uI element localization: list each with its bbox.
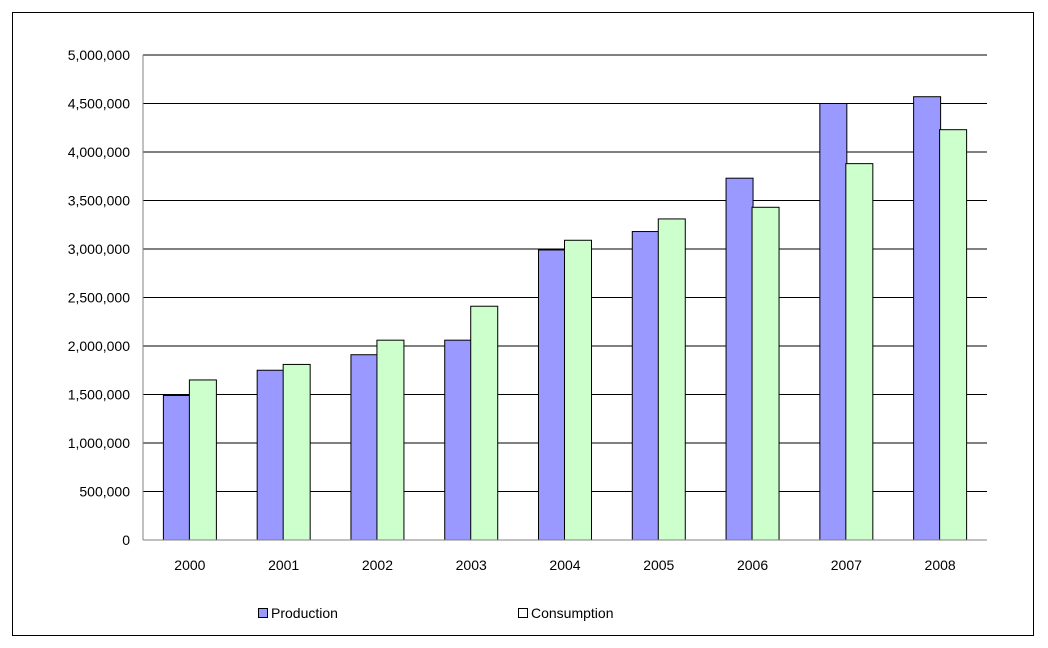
x-tick-label: 2002 [362, 557, 393, 573]
bar-consumption-2008 [939, 129, 968, 541]
bar-production-2004 [538, 249, 566, 541]
y-tick-label: 3,000,000 [68, 241, 130, 257]
bar-production-2008 [913, 96, 942, 541]
y-tick-label: 2,000,000 [68, 338, 130, 354]
bar-consumption-2003 [470, 305, 499, 541]
bars [162, 96, 968, 541]
x-tick-label: 2006 [737, 557, 768, 573]
y-tick-label: 4,000,000 [68, 144, 130, 160]
bar-consumption-2005 [657, 218, 686, 541]
y-axis-tick-labels: 0 500,000 1,000,000 1,500,000 2,000,000 2,500… [68, 47, 131, 548]
bar-production-2002 [350, 354, 379, 541]
bar-consumption-2006 [751, 206, 780, 541]
legend-swatch-production [258, 608, 268, 618]
legend-item-production: Production [258, 605, 338, 621]
y-tick-label: 0 [122, 532, 130, 548]
x-tick-label: 2007 [831, 557, 862, 573]
y-tick-label: 1,000,000 [68, 435, 130, 451]
bar-consumption-2000 [188, 379, 217, 541]
bar-production-2000 [162, 394, 191, 541]
x-tick-label: 2000 [174, 557, 205, 573]
bar-consumption-2007 [845, 163, 874, 541]
legend-label-consumption: Consumption [531, 605, 614, 621]
y-tick-label: 4,500,000 [68, 96, 130, 112]
legend-label-production: Production [271, 605, 338, 621]
legend-swatch-consumption [518, 608, 528, 618]
bar-production-2007 [819, 103, 848, 541]
bar-consumption-2001 [282, 363, 311, 541]
bar-consumption-2004 [564, 239, 592, 541]
y-tick-label: 5,000,000 [68, 47, 130, 63]
bar-production-2006 [725, 177, 754, 541]
y-tick-label: 3,500,000 [68, 193, 130, 209]
x-tick-label: 2008 [925, 557, 956, 573]
y-tick-label: 500,000 [79, 484, 130, 500]
y-tick-label: 1,500,000 [68, 387, 130, 403]
bar-production-2003 [444, 339, 473, 541]
x-axis-tick-labels: 2000 2001 2002 2003 2004 2005 2006 2007 2008 [174, 557, 956, 573]
x-tick-label: 2003 [456, 557, 487, 573]
bar-consumption-2002 [376, 339, 405, 541]
bar-production-2001 [256, 369, 285, 541]
bar-production-2005 [631, 231, 660, 541]
x-tick-label: 2005 [643, 557, 674, 573]
legend-item-consumption: Consumption [518, 605, 614, 621]
x-tick-label: 2001 [268, 557, 299, 573]
x-tick-label: 2004 [549, 557, 580, 573]
y-tick-label: 2,500,000 [68, 290, 130, 306]
